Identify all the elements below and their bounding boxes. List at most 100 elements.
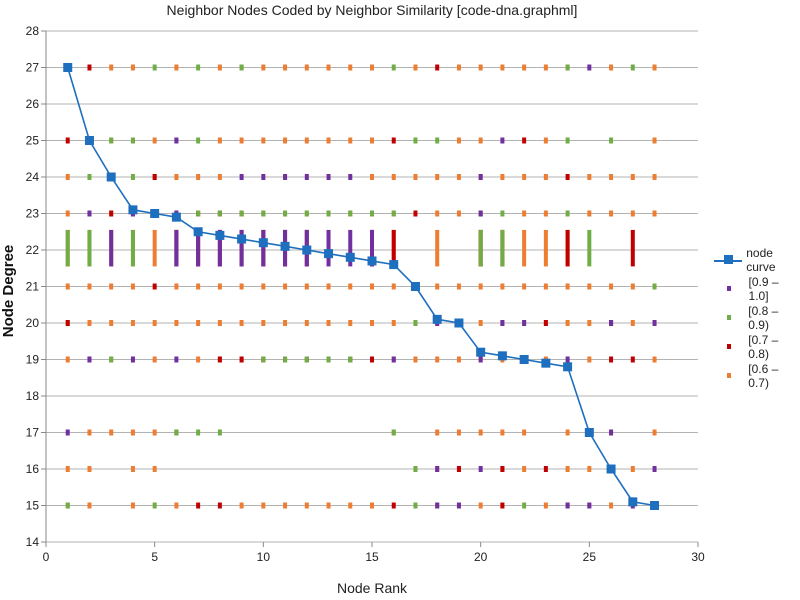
scatter-point	[500, 137, 505, 144]
scatter-point	[609, 64, 614, 71]
scatter-point	[239, 64, 244, 71]
scatter-point	[500, 502, 505, 509]
scatter-point	[435, 466, 440, 472]
scatter-point	[370, 210, 374, 217]
scatter-point	[348, 210, 353, 217]
chart-title: Neighbor Nodes Coded by Neighbor Similar…	[166, 2, 578, 18]
y-tick-label: 14	[26, 535, 40, 549]
scatter-point	[109, 283, 114, 290]
legend-item: [0.6 – 0.7)	[710, 361, 800, 390]
scatter-point	[239, 502, 244, 509]
scatter-bar-point	[587, 229, 592, 267]
scatter-point	[413, 137, 418, 144]
scatter-point	[478, 466, 483, 472]
scatter-point	[565, 466, 570, 472]
scatter-point	[478, 137, 483, 144]
scatter-point	[500, 210, 505, 217]
node-curve-marker	[302, 245, 312, 255]
scatter-point	[283, 174, 288, 180]
scatter-point	[543, 320, 548, 326]
node-curve-marker	[215, 230, 225, 240]
scatter-point	[130, 466, 135, 472]
scatter-point	[174, 64, 179, 71]
scatter-point	[196, 137, 201, 144]
scatter-point	[261, 502, 266, 509]
scatter-point	[87, 64, 92, 71]
scatter-point	[109, 429, 114, 436]
node-curve-marker	[106, 172, 116, 182]
y-tick-label: 19	[26, 353, 40, 367]
scatter-point	[326, 356, 331, 363]
scatter-point	[217, 137, 222, 144]
scatter-point	[478, 356, 483, 363]
scatter-point	[217, 210, 222, 217]
scatter-point	[587, 466, 592, 472]
scatter-point	[413, 466, 418, 472]
scatter-point	[174, 429, 179, 436]
scatter-point	[609, 356, 614, 363]
scatter-point	[543, 502, 548, 509]
scatter-point	[500, 64, 505, 71]
scatter-point	[630, 283, 635, 290]
scatter-point	[326, 502, 331, 509]
node-curve-marker	[150, 209, 160, 218]
x-tick-label: 20	[474, 550, 488, 564]
legend-line-swatch	[710, 255, 746, 264]
scatter-point	[152, 64, 157, 71]
scatter-point	[152, 174, 157, 180]
scatter-point	[174, 502, 179, 509]
scatter-point	[239, 356, 244, 363]
scatter-point	[196, 502, 201, 509]
scatter-point	[370, 320, 374, 326]
scatter-point	[435, 283, 440, 290]
node-curve-marker	[193, 227, 203, 237]
scatter-point	[630, 356, 635, 363]
x-tick-label: 5	[151, 550, 158, 564]
scatter-point	[283, 320, 288, 326]
scatter-point	[348, 64, 353, 71]
scatter-point	[500, 320, 505, 326]
scatter-point	[174, 356, 179, 363]
scatter-point	[391, 174, 396, 180]
scatter-point	[609, 283, 614, 290]
scatter-point	[565, 210, 570, 217]
scatter-point	[217, 64, 222, 71]
scatter-point	[87, 502, 92, 509]
y-tick-label: 24	[26, 170, 40, 184]
y-tick-label: 22	[26, 243, 40, 257]
legend-label: [0.8 – 0.9)	[748, 303, 779, 332]
scatter-point	[413, 210, 418, 217]
y-tick-label: 21	[26, 280, 40, 294]
scatter-point	[456, 429, 461, 436]
x-tick-label: 10	[257, 550, 271, 564]
scatter-point	[152, 320, 157, 326]
scatter-point	[543, 64, 548, 71]
scatter-bar-point	[391, 229, 396, 267]
scatter-point	[478, 320, 483, 326]
node-curve-marker	[128, 205, 138, 215]
legend-label: [0.9 – 1.0]	[748, 274, 779, 303]
scatter-point	[174, 320, 179, 326]
legend-label: node curve	[746, 245, 776, 274]
scatter-point	[630, 210, 635, 217]
scatter-point	[152, 137, 157, 144]
scatter-point	[391, 356, 396, 363]
legend-label: [0.6 – 0.7)	[748, 361, 779, 390]
scatter-bar-point	[261, 229, 266, 267]
scatter-point	[217, 320, 222, 326]
scatter-point	[304, 283, 309, 290]
scatter-point	[587, 64, 592, 71]
scatter-point	[217, 502, 222, 509]
y-tick-label: 27	[26, 61, 40, 75]
legend-item-node-curve: node curve	[710, 245, 800, 274]
scatter-point	[348, 137, 353, 144]
node-curve-marker	[171, 212, 181, 222]
scatter-point	[87, 210, 92, 217]
scatter-point	[456, 210, 461, 217]
scatter-point	[217, 174, 222, 180]
scatter-point	[239, 210, 244, 217]
scatter-point	[130, 356, 135, 363]
scatter-point	[348, 174, 353, 180]
legend-label: [0.7 – 0.8)	[748, 332, 779, 361]
